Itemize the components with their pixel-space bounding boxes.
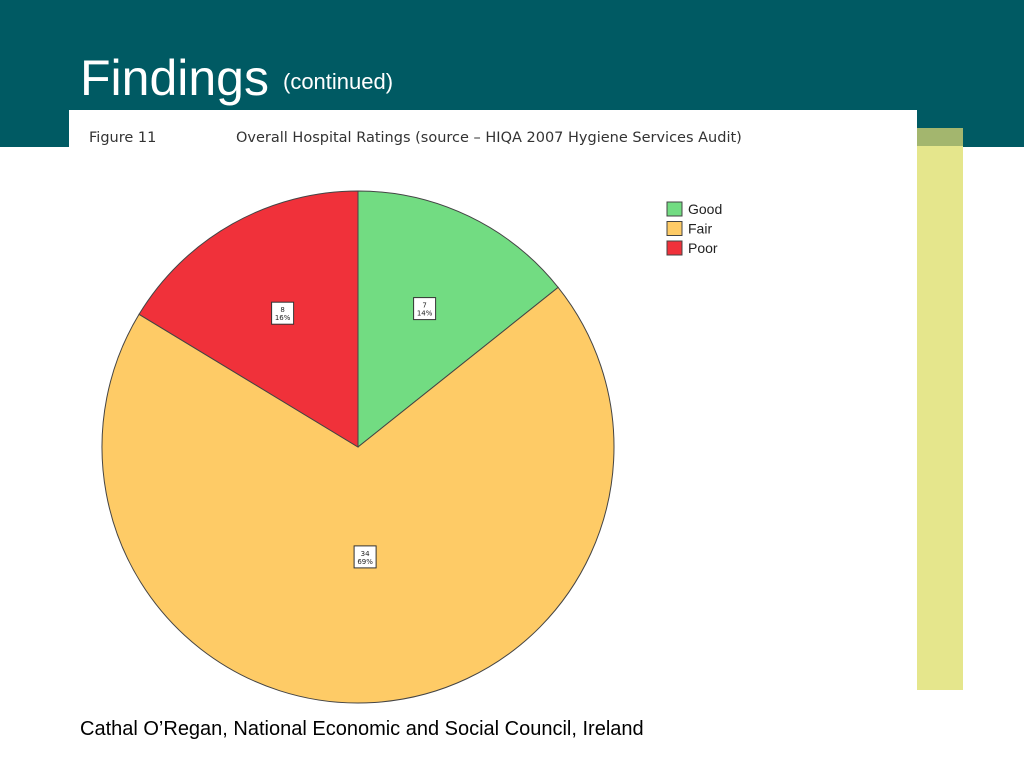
- footer-credit: Cathal O’Regan, National Economic and So…: [80, 718, 644, 740]
- slice-label-poor: 816%: [271, 301, 295, 325]
- pie-slice-poor: [138, 190, 359, 448]
- slice-count-poor: 8: [280, 306, 284, 314]
- slice-percent-fair: 69%: [357, 558, 373, 566]
- legend-item-poor: Poor: [666, 240, 718, 256]
- slice-count-fair: 34: [361, 550, 370, 558]
- legend-label-fair: Fair: [688, 221, 712, 237]
- legend-swatch-poor: [666, 240, 683, 256]
- legend-label-poor: Poor: [688, 240, 718, 256]
- figure-number: Figure 11: [89, 130, 157, 146]
- slice-percent-good: 14%: [417, 310, 433, 318]
- slide-subtitle: (continued): [283, 69, 394, 94]
- legend-swatch-fair: [666, 221, 683, 236]
- legend-swatch-good: [666, 201, 683, 217]
- slide-title-text: Findings: [80, 50, 269, 106]
- slide-title: Findings (continued): [80, 48, 393, 112]
- pie-slice-fair: [101, 286, 615, 704]
- accent-bar: [917, 146, 963, 690]
- legend-label-good: Good: [688, 201, 722, 217]
- pie-slice-good: [357, 190, 559, 449]
- legend-item-fair: Fair: [666, 221, 712, 237]
- accent-olive-block: [917, 128, 963, 146]
- figure-panel: Figure 11 Overall Hospital Ratings (sour…: [69, 110, 917, 706]
- legend-item-good: Good: [666, 201, 722, 217]
- figure-caption: Overall Hospital Ratings (source – HIQA …: [236, 130, 742, 146]
- slice-count-good: 7: [422, 302, 426, 310]
- slice-percent-poor: 16%: [275, 314, 291, 322]
- slice-label-good: 714%: [413, 297, 437, 321]
